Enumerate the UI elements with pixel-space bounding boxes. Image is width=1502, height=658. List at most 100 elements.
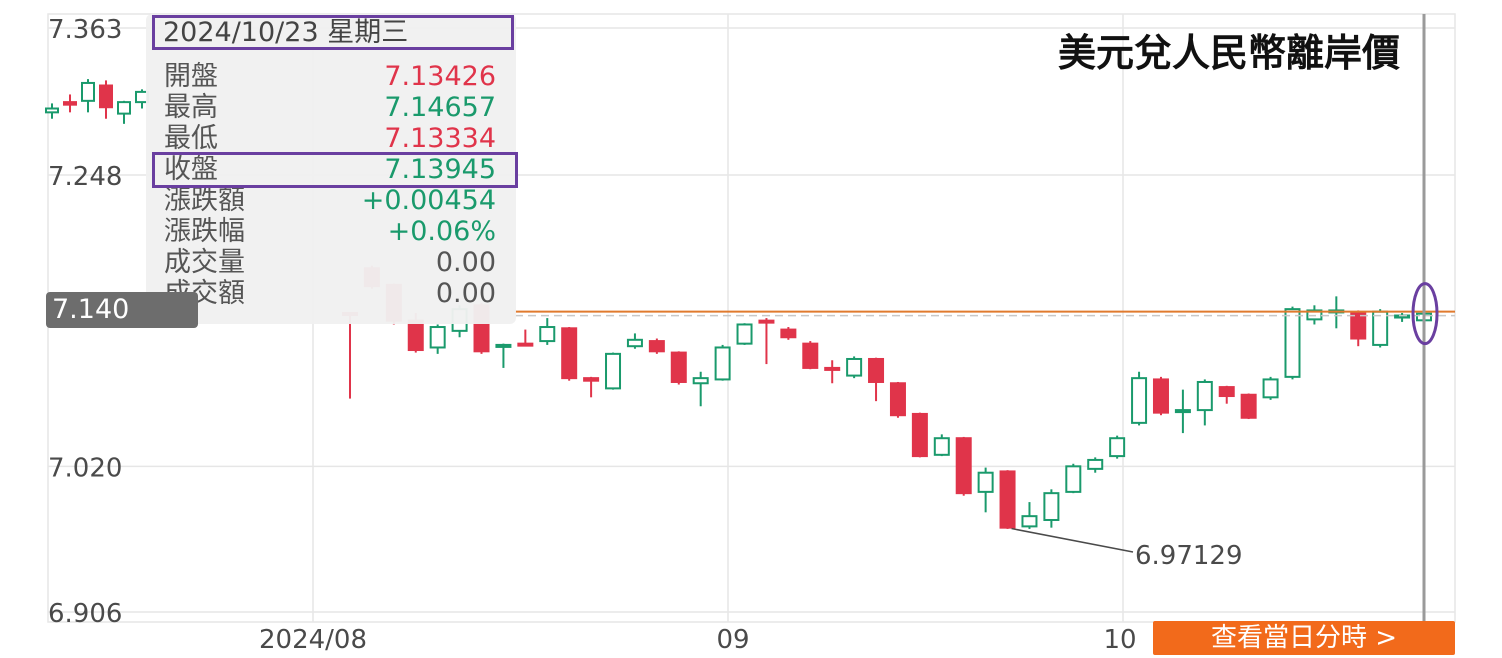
tooltip-date: 2024/10/23 星期三 xyxy=(152,15,514,50)
candle-body xyxy=(1109,437,1126,458)
candle-body xyxy=(561,327,578,380)
candle-body xyxy=(1262,378,1279,399)
tooltip-row-label: 開盤 xyxy=(164,61,218,92)
tooltip-row: 收盤 7.13945 xyxy=(164,154,496,185)
candle xyxy=(1131,371,1148,426)
candle xyxy=(714,344,731,381)
tooltip-row-label: 漲跌額 xyxy=(164,185,245,216)
candle xyxy=(692,371,709,407)
candle-body xyxy=(626,338,643,348)
chart-title: 美元兌人民幣離岸價 xyxy=(1058,30,1400,75)
candle-body xyxy=(977,471,994,493)
candle-body xyxy=(824,366,841,371)
candle-body xyxy=(81,81,95,102)
candle xyxy=(99,80,113,119)
candle xyxy=(1196,379,1213,426)
candle-body xyxy=(889,382,906,417)
candle-body xyxy=(670,351,687,383)
candle-body xyxy=(583,377,600,382)
candle-body xyxy=(1284,308,1301,378)
tooltip-row: 最低 7.13334 xyxy=(164,123,496,154)
candle-body xyxy=(648,340,665,353)
view-intraday-button[interactable]: 查看當日分時 > xyxy=(1153,621,1455,655)
candle-body xyxy=(495,343,512,348)
tooltip-row: 漲跌額 +0.00454 xyxy=(164,185,496,216)
candle-body xyxy=(429,326,446,349)
candle xyxy=(63,94,77,113)
candle-body xyxy=(1372,310,1389,346)
candle xyxy=(780,327,797,340)
candle-body xyxy=(780,328,797,339)
candle xyxy=(1262,376,1279,400)
candle xyxy=(955,436,972,496)
tooltip-row: 漲跌幅 +0.06% xyxy=(164,216,496,247)
candle xyxy=(1087,457,1104,473)
candle xyxy=(1174,389,1191,434)
y-tick-label: 7.248 xyxy=(48,162,122,192)
candle xyxy=(1394,312,1411,322)
candle-body xyxy=(846,357,863,377)
candle xyxy=(1043,489,1060,528)
candle xyxy=(1284,306,1301,380)
tooltip-row-value: 7.13945 xyxy=(384,154,496,185)
x-tick-label: 2024/08 xyxy=(259,625,367,655)
candle xyxy=(517,329,534,347)
candle-body xyxy=(802,342,819,369)
candle xyxy=(605,352,622,390)
candle-body xyxy=(999,470,1016,529)
candle xyxy=(846,356,863,379)
candle xyxy=(495,343,512,368)
y-tick-label: 6.906 xyxy=(48,599,122,629)
tooltip-row-value: +0.00454 xyxy=(361,185,496,216)
candle xyxy=(583,376,600,398)
candle xyxy=(429,324,446,354)
candles-group xyxy=(45,79,1432,529)
tooltip-row-value: 7.13334 xyxy=(384,123,496,154)
current-price-tag: 7.140 xyxy=(46,292,198,328)
candle xyxy=(889,381,906,418)
candle-body xyxy=(539,326,556,343)
candle xyxy=(670,351,687,385)
candle-body xyxy=(1021,515,1038,528)
candle-body xyxy=(1218,386,1235,398)
last-candle-highlight xyxy=(1411,282,1439,346)
candle xyxy=(117,100,131,124)
candle xyxy=(539,318,556,345)
candle xyxy=(758,318,775,365)
candle xyxy=(1240,393,1257,420)
candle xyxy=(736,323,753,345)
candle xyxy=(342,311,358,399)
candle-body xyxy=(517,342,534,347)
candle-body xyxy=(1043,492,1060,521)
candle xyxy=(561,327,578,381)
candle-body xyxy=(1131,377,1148,424)
candle xyxy=(977,467,994,513)
tooltip-row: 成交額 0.00 xyxy=(164,278,496,309)
candle xyxy=(1021,502,1038,529)
x-tick-label: 10 xyxy=(1103,625,1136,655)
candle xyxy=(626,333,643,349)
candle xyxy=(1152,376,1169,416)
y-tick-label: 7.020 xyxy=(48,453,122,483)
candle xyxy=(81,79,95,113)
x-tick-label: 09 xyxy=(716,625,749,655)
tooltip-row-label: 最高 xyxy=(164,92,218,123)
overlay-group: 7.363 7.248 7.020 6.906 2024/08 09 10 6.97129 美元… xyxy=(48,14,1455,655)
min-annotation-label: 6.97129 xyxy=(1135,541,1243,571)
tooltip-row: 開盤 7.13426 xyxy=(164,61,496,92)
candle-body xyxy=(117,101,131,115)
candle-body xyxy=(605,352,622,390)
candle-body xyxy=(911,412,928,458)
candle xyxy=(933,434,950,457)
tooltip-row: 成交量 0.00 xyxy=(164,247,496,278)
candle-body xyxy=(692,377,709,385)
candle-body xyxy=(868,357,885,383)
tooltip-row-label: 收盤 xyxy=(164,154,218,185)
ohlc-tooltip xyxy=(146,14,516,324)
candle-body xyxy=(1152,378,1169,414)
candle xyxy=(824,360,841,384)
tooltip-row-value: +0.06% xyxy=(387,216,496,247)
candle-body xyxy=(736,323,753,345)
close-highlight-box xyxy=(152,152,518,188)
